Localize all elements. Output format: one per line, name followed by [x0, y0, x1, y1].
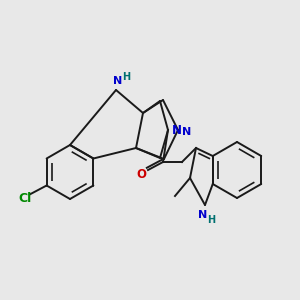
- Text: N: N: [172, 124, 182, 136]
- Text: H: H: [122, 72, 130, 82]
- Text: N: N: [198, 210, 208, 220]
- Text: N: N: [113, 76, 123, 86]
- Text: H: H: [207, 215, 215, 225]
- Text: O: O: [136, 167, 146, 181]
- Text: Cl: Cl: [18, 192, 31, 205]
- Text: N: N: [182, 127, 192, 137]
